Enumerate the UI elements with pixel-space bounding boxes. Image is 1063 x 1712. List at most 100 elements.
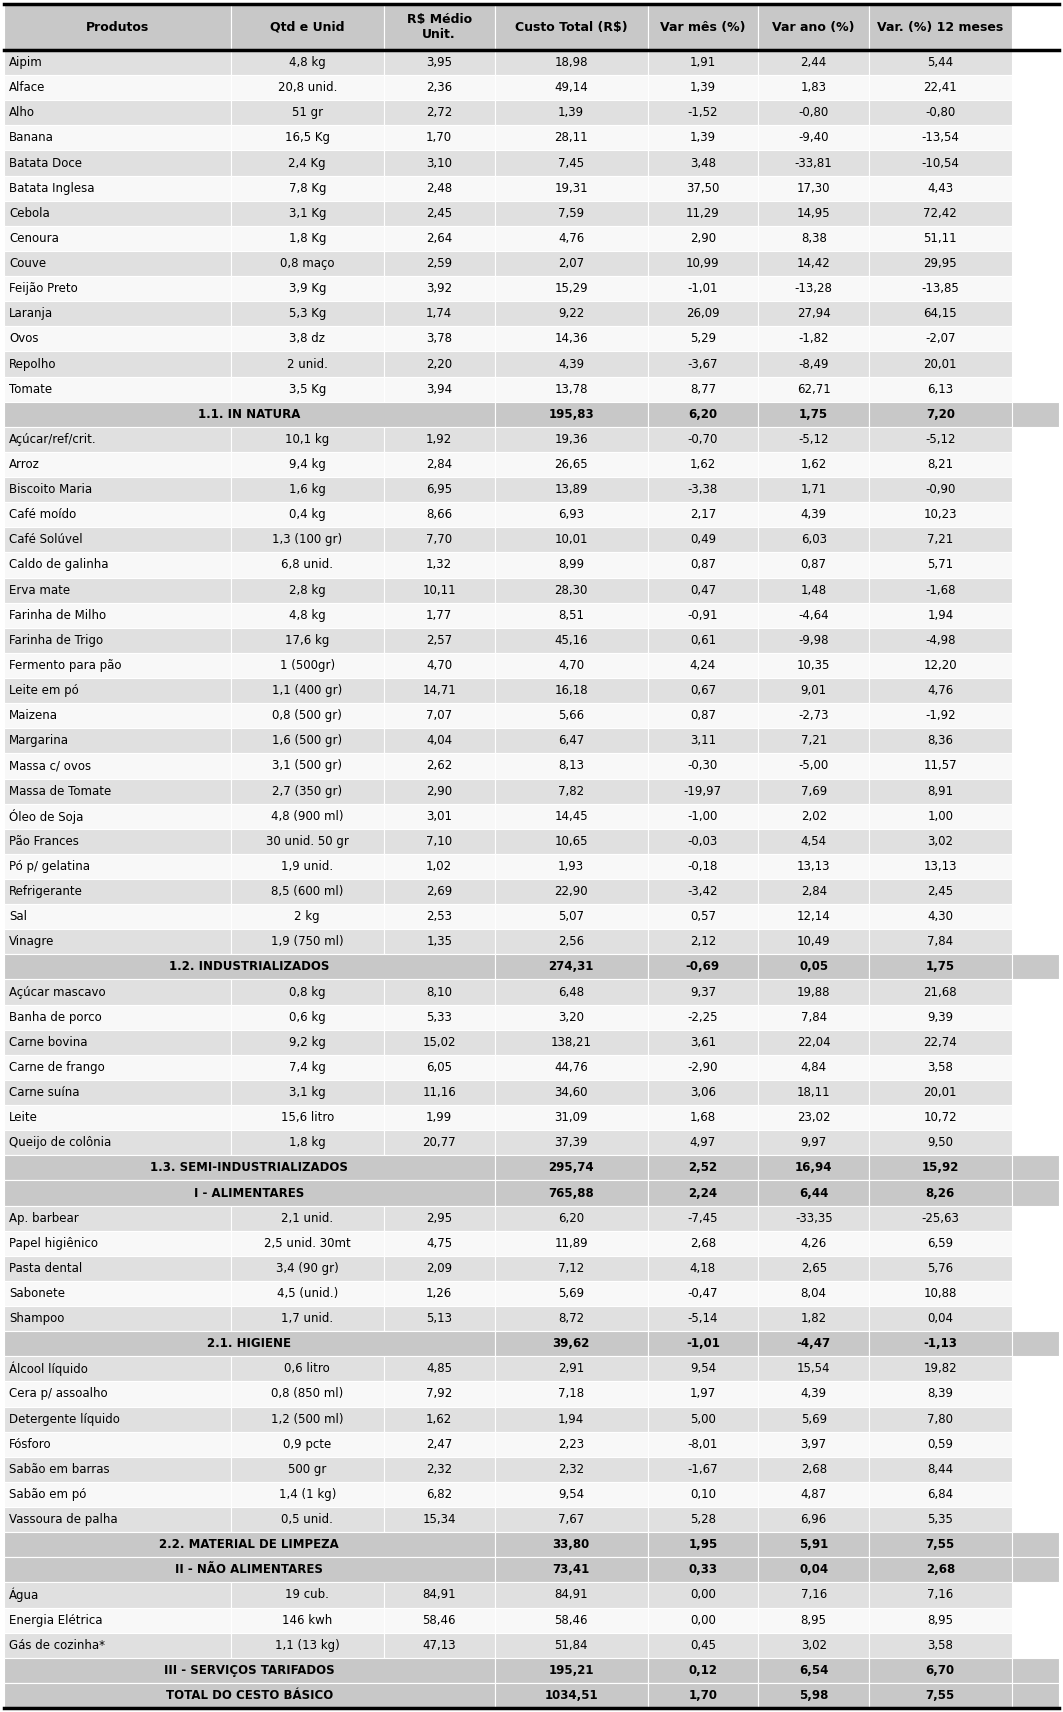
Text: 5,98: 5,98 bbox=[799, 1690, 828, 1702]
Bar bbox=[4, 1683, 494, 1709]
Bar bbox=[4, 1104, 231, 1130]
Text: Fósforo: Fósforo bbox=[9, 1438, 52, 1450]
Bar bbox=[231, 753, 384, 779]
Text: 19,36: 19,36 bbox=[554, 433, 588, 445]
Text: 31,09: 31,09 bbox=[554, 1111, 588, 1125]
Text: 6,54: 6,54 bbox=[799, 1664, 828, 1676]
Bar bbox=[384, 226, 494, 252]
Text: III - SERVIÇOS TARIFADOS: III - SERVIÇOS TARIFADOS bbox=[164, 1664, 335, 1676]
Text: Açúcar/ref/crit.: Açúcar/ref/crit. bbox=[9, 433, 97, 445]
Text: 9,39: 9,39 bbox=[927, 1010, 954, 1024]
Bar bbox=[494, 125, 647, 151]
Bar bbox=[758, 1558, 870, 1582]
Bar bbox=[4, 878, 231, 904]
Bar bbox=[870, 704, 1012, 728]
Bar bbox=[758, 904, 870, 930]
Bar bbox=[4, 351, 231, 377]
Bar bbox=[870, 1005, 1012, 1029]
Bar bbox=[384, 1005, 494, 1029]
Bar bbox=[494, 1582, 647, 1608]
Text: 2,32: 2,32 bbox=[558, 1462, 585, 1476]
Text: 17,6 kg: 17,6 kg bbox=[285, 633, 330, 647]
Text: 6,48: 6,48 bbox=[558, 986, 585, 998]
Bar bbox=[4, 1156, 1059, 1181]
Text: 2,72: 2,72 bbox=[426, 106, 453, 120]
Text: 39,62: 39,62 bbox=[553, 1337, 590, 1351]
Text: Gás de cozinha*: Gás de cozinha* bbox=[9, 1638, 105, 1652]
Text: 51,84: 51,84 bbox=[554, 1638, 588, 1652]
Text: 8,39: 8,39 bbox=[927, 1387, 954, 1400]
Bar bbox=[494, 1683, 647, 1709]
Text: 7,12: 7,12 bbox=[558, 1262, 585, 1275]
Text: 2,7 (350 gr): 2,7 (350 gr) bbox=[272, 784, 342, 798]
Text: Pó p/ gelatina: Pó p/ gelatina bbox=[9, 859, 90, 873]
Text: -8,49: -8,49 bbox=[798, 358, 829, 370]
Bar bbox=[4, 527, 231, 553]
Text: 1.3. SEMI-INDUSTRIALIZADOS: 1.3. SEMI-INDUSTRIALIZADOS bbox=[150, 1161, 349, 1174]
Bar bbox=[647, 1306, 758, 1332]
Text: 45,16: 45,16 bbox=[554, 633, 588, 647]
Text: -3,38: -3,38 bbox=[688, 483, 719, 496]
Bar bbox=[231, 603, 384, 628]
Text: 37,50: 37,50 bbox=[687, 181, 720, 195]
Bar bbox=[384, 1582, 494, 1608]
Bar bbox=[758, 1457, 870, 1483]
Text: Ovos: Ovos bbox=[9, 332, 38, 346]
Text: 0,47: 0,47 bbox=[690, 584, 716, 596]
Bar bbox=[384, 979, 494, 1005]
Text: 10,1 kg: 10,1 kg bbox=[285, 433, 330, 445]
Text: Vassoura de palha: Vassoura de palha bbox=[9, 1513, 118, 1525]
Text: Batata Doce: Batata Doce bbox=[9, 156, 82, 169]
Bar bbox=[758, 954, 870, 979]
Bar bbox=[384, 779, 494, 803]
Bar bbox=[4, 829, 231, 854]
Bar bbox=[384, 1306, 494, 1332]
Bar bbox=[231, 829, 384, 854]
Text: 0,8 (850 ml): 0,8 (850 ml) bbox=[271, 1387, 343, 1400]
Text: 2,68: 2,68 bbox=[800, 1462, 827, 1476]
Bar bbox=[647, 1633, 758, 1657]
Bar bbox=[384, 930, 494, 954]
Text: 4,8 (900 ml): 4,8 (900 ml) bbox=[271, 810, 343, 823]
Bar bbox=[870, 930, 1012, 954]
Bar bbox=[494, 176, 647, 200]
Text: 1,39: 1,39 bbox=[690, 132, 716, 144]
Text: Café moído: Café moído bbox=[9, 508, 77, 520]
Text: Banha de porco: Banha de porco bbox=[9, 1010, 102, 1024]
Bar bbox=[870, 1156, 1012, 1181]
Bar bbox=[870, 1055, 1012, 1080]
Text: 2,69: 2,69 bbox=[426, 885, 453, 899]
Bar bbox=[647, 1281, 758, 1306]
Text: -13,54: -13,54 bbox=[922, 132, 959, 144]
Text: -33,81: -33,81 bbox=[795, 156, 832, 169]
Text: 3,1 Kg: 3,1 Kg bbox=[288, 207, 326, 219]
Text: -4,64: -4,64 bbox=[798, 609, 829, 621]
Text: Fermento para pão: Fermento para pão bbox=[9, 659, 121, 673]
Bar bbox=[494, 1156, 647, 1181]
Bar bbox=[4, 402, 494, 426]
Bar bbox=[494, 1080, 647, 1104]
Text: TOTAL DO CESTO BÁSICO: TOTAL DO CESTO BÁSICO bbox=[166, 1690, 333, 1702]
Bar bbox=[870, 652, 1012, 678]
Bar bbox=[4, 1055, 231, 1080]
Bar bbox=[231, 628, 384, 652]
Bar bbox=[758, 854, 870, 878]
Text: 15,29: 15,29 bbox=[554, 282, 588, 294]
Bar bbox=[647, 979, 758, 1005]
Bar bbox=[384, 1356, 494, 1382]
Bar bbox=[494, 1005, 647, 1029]
Text: 2.1. HIGIENE: 2.1. HIGIENE bbox=[207, 1337, 291, 1351]
Text: 17,30: 17,30 bbox=[797, 181, 830, 195]
Text: 2,84: 2,84 bbox=[426, 459, 452, 471]
Bar bbox=[384, 803, 494, 829]
Text: 4,39: 4,39 bbox=[800, 1387, 827, 1400]
Text: Aipim: Aipim bbox=[9, 56, 43, 68]
Bar bbox=[231, 678, 384, 704]
Text: 8,13: 8,13 bbox=[558, 760, 584, 772]
Text: 5,76: 5,76 bbox=[927, 1262, 954, 1275]
Text: -3,67: -3,67 bbox=[688, 358, 719, 370]
Text: Custo Total (R$): Custo Total (R$) bbox=[514, 21, 627, 34]
Text: 7,69: 7,69 bbox=[800, 784, 827, 798]
Bar bbox=[870, 1532, 1012, 1558]
Bar bbox=[4, 75, 231, 101]
